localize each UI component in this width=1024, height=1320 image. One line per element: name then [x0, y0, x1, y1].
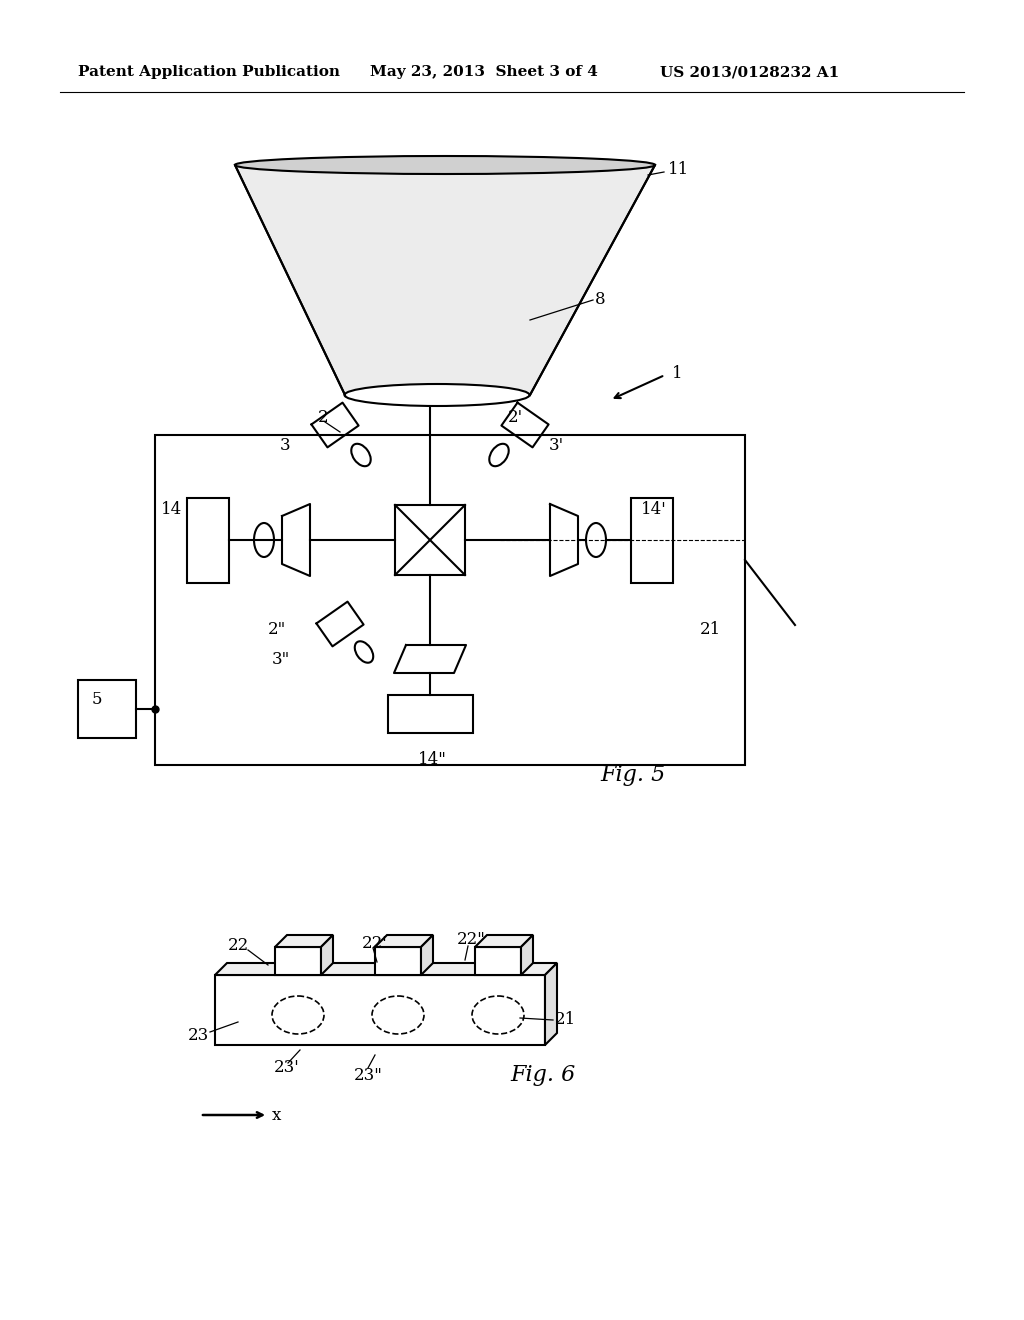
Text: 3": 3"	[272, 652, 290, 668]
Text: 14: 14	[161, 502, 182, 519]
Text: 23: 23	[188, 1027, 209, 1044]
Text: Fig. 5: Fig. 5	[600, 764, 666, 785]
Text: 8: 8	[595, 292, 605, 309]
Text: x: x	[272, 1106, 282, 1123]
Text: 5: 5	[92, 692, 102, 709]
Text: 23": 23"	[354, 1067, 383, 1084]
Bar	[375, 946, 421, 975]
Polygon shape	[545, 964, 557, 1045]
Bar	[631, 498, 673, 583]
Polygon shape	[321, 935, 333, 975]
Text: US 2013/0128232 A1: US 2013/0128232 A1	[660, 65, 840, 79]
Bar	[275, 946, 321, 975]
Bar	[187, 498, 229, 583]
Polygon shape	[215, 964, 557, 975]
Text: 22': 22'	[362, 935, 388, 952]
Text: 23': 23'	[274, 1060, 300, 1077]
Polygon shape	[521, 935, 534, 975]
Ellipse shape	[234, 156, 655, 174]
Bar	[388, 696, 473, 733]
Polygon shape	[375, 935, 433, 946]
Polygon shape	[275, 935, 333, 946]
Text: 2": 2"	[268, 622, 287, 639]
Ellipse shape	[344, 384, 529, 407]
Text: 21: 21	[555, 1011, 577, 1028]
Text: 11: 11	[668, 161, 689, 178]
Bar	[395, 506, 465, 576]
Text: 14": 14"	[418, 751, 446, 768]
Text: May 23, 2013  Sheet 3 of 4: May 23, 2013 Sheet 3 of 4	[370, 65, 598, 79]
Polygon shape	[421, 935, 433, 975]
Text: 22": 22"	[457, 932, 485, 949]
Text: 21: 21	[700, 622, 721, 639]
Bar	[215, 975, 545, 1045]
Bar	[78, 680, 136, 738]
Text: 22: 22	[228, 936, 249, 953]
Polygon shape	[475, 935, 534, 946]
Text: 2: 2	[318, 409, 329, 426]
Text: 3: 3	[280, 437, 291, 454]
Text: Fig. 6: Fig. 6	[510, 1064, 575, 1086]
Polygon shape	[234, 165, 655, 395]
Bar	[155, 436, 745, 766]
Text: 14': 14'	[641, 502, 667, 519]
Text: 3': 3'	[549, 437, 564, 454]
Text: 1: 1	[672, 364, 683, 381]
Bar	[475, 946, 521, 975]
Text: Patent Application Publication: Patent Application Publication	[78, 65, 340, 79]
Text: 2': 2'	[508, 409, 523, 426]
